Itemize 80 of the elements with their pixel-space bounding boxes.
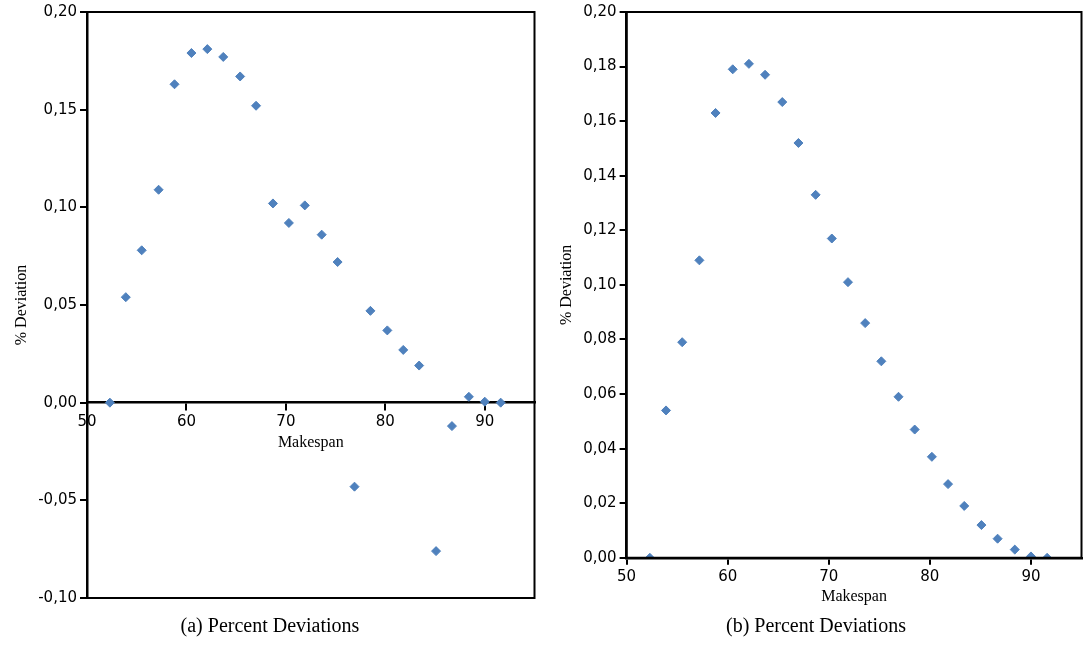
point <box>169 79 180 90</box>
x-axis-title: Makespan <box>821 586 887 605</box>
point <box>810 189 821 200</box>
x-axis-title: Makespan <box>277 433 344 452</box>
x-tick-label: 90 <box>475 411 495 430</box>
point <box>414 360 425 371</box>
point <box>218 51 229 62</box>
point <box>842 277 853 288</box>
y-tick-label: 0,02 <box>583 493 617 512</box>
y-tick-label: -0,10 <box>38 587 78 606</box>
y-tick-label: 0,04 <box>583 438 617 457</box>
point <box>136 245 147 256</box>
point <box>446 421 457 432</box>
text: (a) Percent Deviations <box>179 614 361 637</box>
y-axis-title: % Deviation <box>556 244 574 326</box>
y-tick-label: 0,12 <box>583 220 617 239</box>
point <box>760 69 771 80</box>
point <box>283 217 294 228</box>
point <box>826 233 837 244</box>
point <box>479 396 490 407</box>
x-tick-label: 80 <box>375 411 395 430</box>
point <box>860 318 871 329</box>
point <box>398 344 409 355</box>
point <box>431 546 442 557</box>
x-tick-label: 60 <box>718 566 738 585</box>
point <box>926 451 937 462</box>
y-tick-label: 0,06 <box>583 383 617 402</box>
y-tick-label: -0,05 <box>38 490 78 509</box>
point <box>202 44 213 55</box>
point <box>299 200 310 211</box>
point <box>267 198 278 209</box>
point <box>365 305 376 316</box>
y-tick-label: 0,14 <box>583 165 617 184</box>
y-tick-label: 0,10 <box>43 197 78 216</box>
point <box>661 405 672 416</box>
point <box>793 137 804 148</box>
x-tick-label: 50 <box>617 566 637 585</box>
x-tick-label: 70 <box>276 411 296 430</box>
point <box>349 481 360 492</box>
point <box>992 533 1003 544</box>
point <box>976 520 987 531</box>
y-tick-label: 0,18 <box>583 56 617 75</box>
point <box>777 97 788 108</box>
point <box>235 71 246 82</box>
point <box>677 337 688 348</box>
point <box>120 292 131 303</box>
point <box>943 479 954 490</box>
y-tick-label: 0,00 <box>43 392 78 411</box>
point <box>694 255 705 266</box>
point <box>893 391 904 402</box>
x-tick-label: 60 <box>176 411 196 430</box>
y-tick-label: 0,20 <box>43 1 78 20</box>
y-tick-label: 0,15 <box>43 99 78 118</box>
point <box>1009 544 1020 555</box>
x-tick-label: 70 <box>819 566 839 585</box>
y-tick-label: 0,00 <box>583 547 617 566</box>
point <box>727 64 738 75</box>
point <box>153 184 164 195</box>
y-axis-title: % Deviation <box>11 264 29 346</box>
point <box>463 391 474 402</box>
point <box>876 356 887 367</box>
point <box>710 107 721 118</box>
point <box>743 58 754 69</box>
x-tick-label: 80 <box>920 566 940 585</box>
point <box>959 500 970 511</box>
y-tick-label: 0,16 <box>583 111 617 130</box>
point <box>251 100 262 111</box>
point <box>332 257 343 268</box>
x-tick-label: 90 <box>1021 566 1041 585</box>
point <box>316 229 327 240</box>
point <box>104 397 115 408</box>
point <box>186 48 197 59</box>
y-tick-label: 0,05 <box>43 294 78 313</box>
y-tick-label: 0,20 <box>583 1 617 20</box>
text: (b) Percent Deviations <box>725 614 907 637</box>
y-tick-label: 0,08 <box>583 329 617 348</box>
point <box>382 325 393 336</box>
point <box>495 397 506 408</box>
point <box>909 424 920 435</box>
y-tick-label: 0,10 <box>583 274 617 293</box>
